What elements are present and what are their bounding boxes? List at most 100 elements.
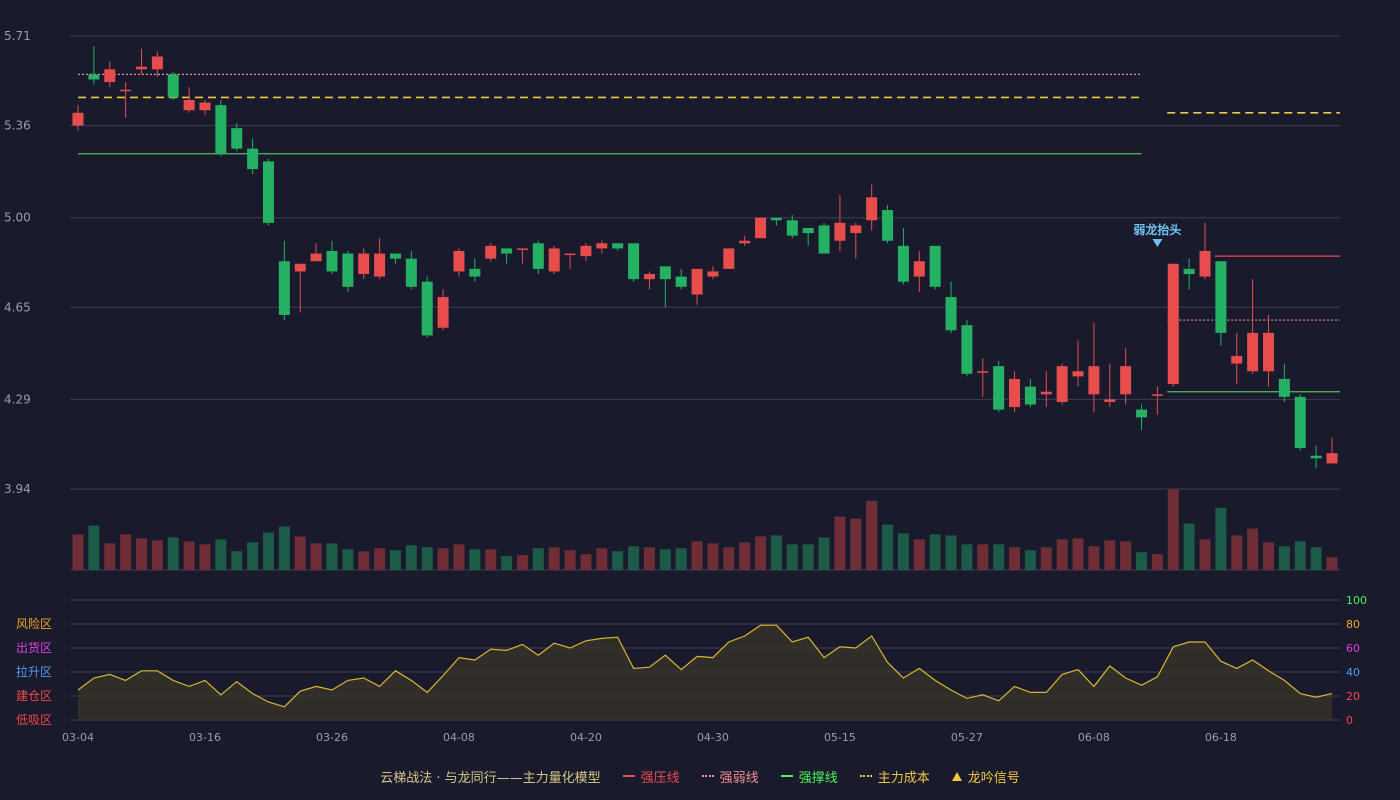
legend-item-strong-pressure[interactable]: 强压线 [622, 767, 680, 786]
indicator-tick-label: 100 [1346, 594, 1367, 607]
candle-body [548, 248, 560, 272]
volume-bar [453, 544, 465, 570]
x-tick-label: 04-20 [570, 731, 602, 744]
candle-body [1215, 261, 1227, 333]
candle-body [135, 66, 147, 70]
candle-body [643, 274, 655, 280]
candle-body [596, 243, 608, 249]
volume-bar [1024, 550, 1036, 570]
x-tick-label: 05-27 [951, 731, 983, 744]
volume-bar [1120, 541, 1132, 570]
volume-bar [532, 548, 544, 570]
candle-body [945, 297, 957, 331]
candle-body [675, 276, 687, 287]
candle-body [88, 74, 100, 80]
candle-body [437, 297, 449, 328]
candle-body [882, 210, 894, 241]
candle-body [1183, 268, 1195, 275]
candle-body [897, 245, 909, 282]
volume-bar [1183, 523, 1195, 570]
candle-body [262, 161, 274, 223]
candle-body [1294, 396, 1306, 449]
volume-bar [961, 544, 973, 570]
candle-body [929, 245, 941, 287]
candle-body [294, 263, 306, 272]
zone-label: 建仓区 [16, 689, 52, 703]
volume-bar [485, 549, 497, 570]
candle-body [564, 253, 576, 256]
volume-bar [72, 534, 84, 570]
candle-body [1247, 332, 1259, 372]
candle-body [993, 366, 1005, 410]
candle-body [104, 69, 116, 83]
price-tick-label: 4.29 [4, 392, 31, 406]
candle-body [1072, 371, 1084, 377]
legend-item-strong-weak[interactable]: 强弱线 [701, 767, 759, 786]
candle-body [1151, 394, 1163, 396]
volume-bar [501, 556, 513, 570]
price-tick-label: 5.71 [4, 29, 31, 43]
volume-bar [1215, 507, 1227, 570]
volume-bar [818, 537, 830, 570]
volume-bar [993, 544, 1005, 570]
volume-bar [389, 550, 401, 570]
candle-body [469, 268, 481, 277]
legend-label: 强压线 [640, 770, 680, 786]
zone-label: 风险区 [16, 616, 52, 631]
candle-body [1326, 453, 1338, 464]
x-tick-label: 04-30 [697, 731, 729, 744]
candle-body [1199, 250, 1211, 277]
volume-bar [1056, 539, 1068, 570]
volume-bar [691, 541, 703, 570]
volume-bar [1263, 542, 1275, 570]
volume-bar [135, 538, 147, 570]
candle-body [310, 253, 322, 262]
volume-bar [834, 516, 846, 570]
volume-bar [1072, 538, 1084, 570]
candle-body [707, 271, 719, 277]
legend-item-main-cost[interactable]: 主力成本 [859, 767, 930, 786]
x-tick-label: 03-26 [316, 731, 348, 744]
volume-bar [596, 548, 608, 570]
candle-body [278, 261, 290, 315]
price-tick-label: 5.36 [4, 119, 31, 133]
volume-bar [1294, 541, 1306, 570]
volume-bar [1278, 546, 1290, 570]
candle-body [1263, 332, 1275, 372]
candle-body [421, 281, 433, 336]
volume-bar [120, 534, 132, 570]
candle-body [1056, 366, 1068, 402]
volume-bar [1167, 489, 1179, 570]
candle-body [1088, 366, 1100, 395]
candle-body [961, 325, 973, 374]
volume-bar [850, 518, 862, 570]
legend-item-dragon-signal[interactable]: 龙吟信号 [951, 767, 1020, 786]
volume-bar [643, 547, 655, 570]
candle-body [389, 253, 401, 259]
candle-body [231, 128, 243, 149]
zone-label: 出货区 [16, 640, 52, 655]
volume-bar [1199, 539, 1211, 570]
volume-bar [167, 537, 179, 570]
candle-body [215, 105, 227, 154]
candle-body [516, 248, 528, 250]
candle-body [913, 261, 925, 277]
indicator-tick-label: 40 [1346, 666, 1360, 679]
volume-bar [215, 539, 227, 570]
volume-bar [739, 542, 751, 570]
candle-body [834, 222, 846, 241]
candle-body [770, 217, 782, 221]
volume-bar [707, 543, 719, 570]
candle-body [1278, 378, 1290, 397]
volume-bar [199, 544, 211, 570]
volume-bar [1326, 557, 1338, 570]
volume-bar [1151, 554, 1163, 570]
candle-body [612, 243, 624, 249]
candle-body [580, 245, 592, 257]
candle-body [723, 248, 735, 269]
candle-body [167, 74, 179, 98]
volume-bar [516, 555, 528, 570]
volume-bar [183, 541, 195, 570]
price-tick-label: 4.65 [4, 300, 31, 314]
legend-item-strong-support[interactable]: 强撑线 [780, 767, 838, 786]
